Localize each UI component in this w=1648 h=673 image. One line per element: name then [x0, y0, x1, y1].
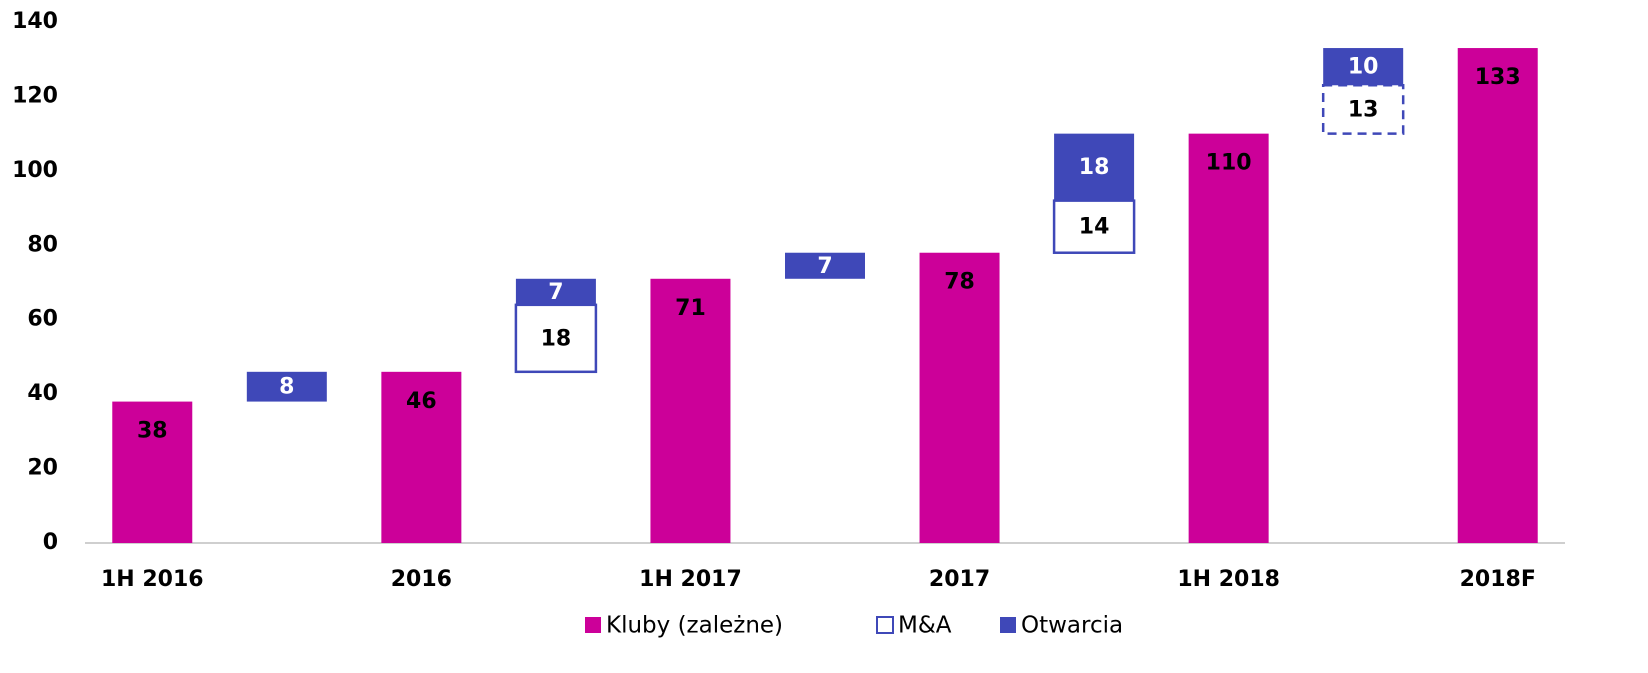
openings-bar	[1054, 133, 1135, 201]
x-tick-label: 2018F	[1460, 567, 1536, 592]
legend-swatch	[876, 616, 894, 634]
legend-swatch	[1000, 617, 1016, 633]
x-tick-label: 1H 2017	[639, 567, 742, 592]
openings-bar	[1323, 48, 1404, 86]
bar	[650, 278, 731, 543]
x-tick-label: 1H 2016	[101, 567, 204, 592]
data-label: 7	[817, 254, 832, 279]
data-label: 133	[1475, 65, 1521, 90]
data-label: 110	[1206, 151, 1252, 176]
data-label: 78	[944, 270, 975, 295]
x-tick-label: 2017	[929, 567, 990, 592]
x-tick-label: 2016	[391, 567, 452, 592]
ma-bar	[1052, 199, 1136, 254]
data-label: 7	[548, 280, 563, 305]
data-label: 71	[675, 296, 706, 321]
legend-label: Kluby (zależne)	[606, 613, 783, 639]
data-label: 8	[279, 375, 294, 400]
data-label: 18	[1079, 155, 1110, 180]
y-tick-label: 0	[43, 530, 58, 555]
y-tick-label: 60	[27, 307, 58, 332]
x-tick-label: 1H 2018	[1177, 567, 1280, 592]
y-tick-label: 40	[27, 381, 58, 406]
ma-bar	[514, 303, 598, 374]
data-label: 38	[137, 419, 168, 444]
data-label: 46	[406, 389, 437, 414]
bar	[1457, 48, 1538, 544]
legend-label: Otwarcia	[1021, 613, 1123, 639]
data-label: 13	[1348, 97, 1379, 122]
data-label: 18	[541, 326, 572, 351]
y-tick-label: 120	[12, 83, 58, 108]
legend-label: M&A	[898, 613, 952, 639]
y-tick-label: 80	[27, 232, 58, 257]
openings-bar	[515, 278, 596, 305]
bar	[381, 371, 462, 543]
data-label: 10	[1348, 55, 1379, 80]
openings-bar	[785, 252, 865, 279]
openings-bar	[246, 371, 327, 402]
bar	[112, 401, 193, 543]
legend-swatch	[585, 617, 601, 633]
y-tick-label: 140	[12, 9, 58, 34]
ma-bar	[1321, 84, 1405, 135]
data-label: 14	[1079, 215, 1110, 240]
y-tick-label: 100	[12, 158, 58, 183]
y-tick-label: 20	[27, 456, 58, 481]
bar	[919, 252, 1000, 543]
bar	[1188, 133, 1269, 543]
